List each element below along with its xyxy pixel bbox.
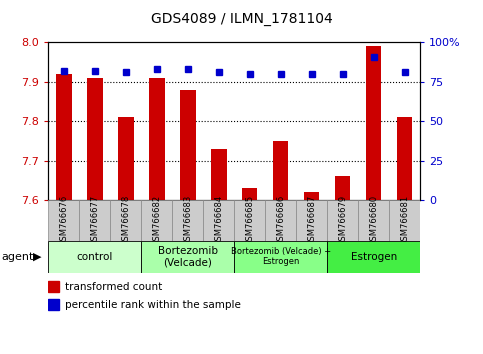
Text: GSM766681: GSM766681 — [400, 195, 409, 246]
Bar — [149, 78, 165, 200]
Bar — [172, 200, 203, 241]
Text: GSM766680: GSM766680 — [369, 195, 378, 246]
Bar — [48, 200, 79, 241]
Bar — [327, 200, 358, 241]
Text: GSM766679: GSM766679 — [338, 195, 347, 246]
Text: agent: agent — [1, 252, 33, 262]
Text: GSM766685: GSM766685 — [245, 195, 254, 246]
Bar — [273, 141, 288, 200]
Bar — [48, 299, 59, 310]
Bar — [397, 117, 412, 200]
Bar — [118, 117, 133, 200]
Text: transformed count: transformed count — [65, 282, 162, 292]
Bar — [141, 241, 234, 273]
Bar — [48, 241, 142, 273]
Text: GSM766676: GSM766676 — [59, 195, 68, 246]
Bar — [203, 200, 234, 241]
Bar — [110, 200, 142, 241]
Bar — [48, 281, 59, 292]
Bar — [265, 200, 296, 241]
Text: Bortezomib (Velcade) +
Estrogen: Bortezomib (Velcade) + Estrogen — [231, 247, 331, 266]
Text: GDS4089 / ILMN_1781104: GDS4089 / ILMN_1781104 — [151, 12, 332, 27]
Bar — [211, 149, 227, 200]
Bar — [296, 200, 327, 241]
Bar — [335, 176, 351, 200]
Text: ▶: ▶ — [33, 252, 42, 262]
Bar — [304, 192, 319, 200]
Bar — [234, 200, 265, 241]
Bar — [366, 46, 382, 200]
Bar — [389, 200, 420, 241]
Bar — [327, 241, 420, 273]
Bar — [87, 78, 102, 200]
Text: GSM766677: GSM766677 — [90, 195, 99, 246]
Bar — [234, 241, 327, 273]
Text: GSM766683: GSM766683 — [183, 195, 192, 246]
Text: GSM766684: GSM766684 — [214, 195, 223, 246]
Text: GSM766687: GSM766687 — [307, 195, 316, 246]
Bar — [358, 200, 389, 241]
Text: control: control — [77, 252, 113, 262]
Bar — [79, 200, 110, 241]
Text: Bortezomib
(Velcade): Bortezomib (Velcade) — [158, 246, 218, 268]
Text: percentile rank within the sample: percentile rank within the sample — [65, 300, 241, 310]
Text: GSM766686: GSM766686 — [276, 195, 285, 246]
Text: Estrogen: Estrogen — [351, 252, 397, 262]
Text: GSM766678: GSM766678 — [121, 195, 130, 246]
Bar — [242, 188, 257, 200]
Bar — [56, 74, 71, 200]
Bar — [180, 90, 196, 200]
Text: GSM766682: GSM766682 — [152, 195, 161, 246]
Bar — [141, 200, 172, 241]
